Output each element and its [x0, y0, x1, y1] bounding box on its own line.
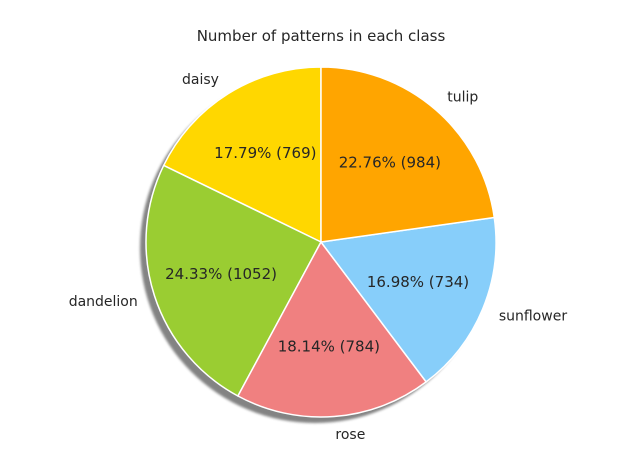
slice-percent-sunflower: 16.98% (734) [367, 273, 469, 291]
chart-title: Number of patterns in each class [197, 27, 446, 45]
slice-percent-tulip: 22.76% (984) [339, 154, 441, 172]
slice-percent-daisy: 17.79% (769) [214, 144, 316, 162]
slice-label-rose: rose [335, 427, 365, 443]
slice-label-sunflower: sunflower [499, 309, 567, 325]
slice-label-daisy: daisy [182, 72, 219, 88]
slice-percent-dandelion: 24.33% (1052) [165, 265, 277, 283]
pie-slices [145, 66, 497, 418]
pie-slice-rose [237, 241, 427, 418]
pie-slice-sunflower [320, 216, 497, 383]
pie-slice-dandelion [145, 164, 322, 397]
pie-slice-daisy [162, 66, 322, 243]
slice-label-tulip: tulip [447, 90, 478, 106]
slice-label-dandelion: dandelion [69, 294, 138, 310]
pie-labels: daisy 17.79% (769) dandelion 24.33% (1052) r… [69, 72, 568, 443]
slice-percent-rose: 18.14% (784) [278, 338, 380, 356]
pie-slice-tulip [320, 66, 496, 243]
